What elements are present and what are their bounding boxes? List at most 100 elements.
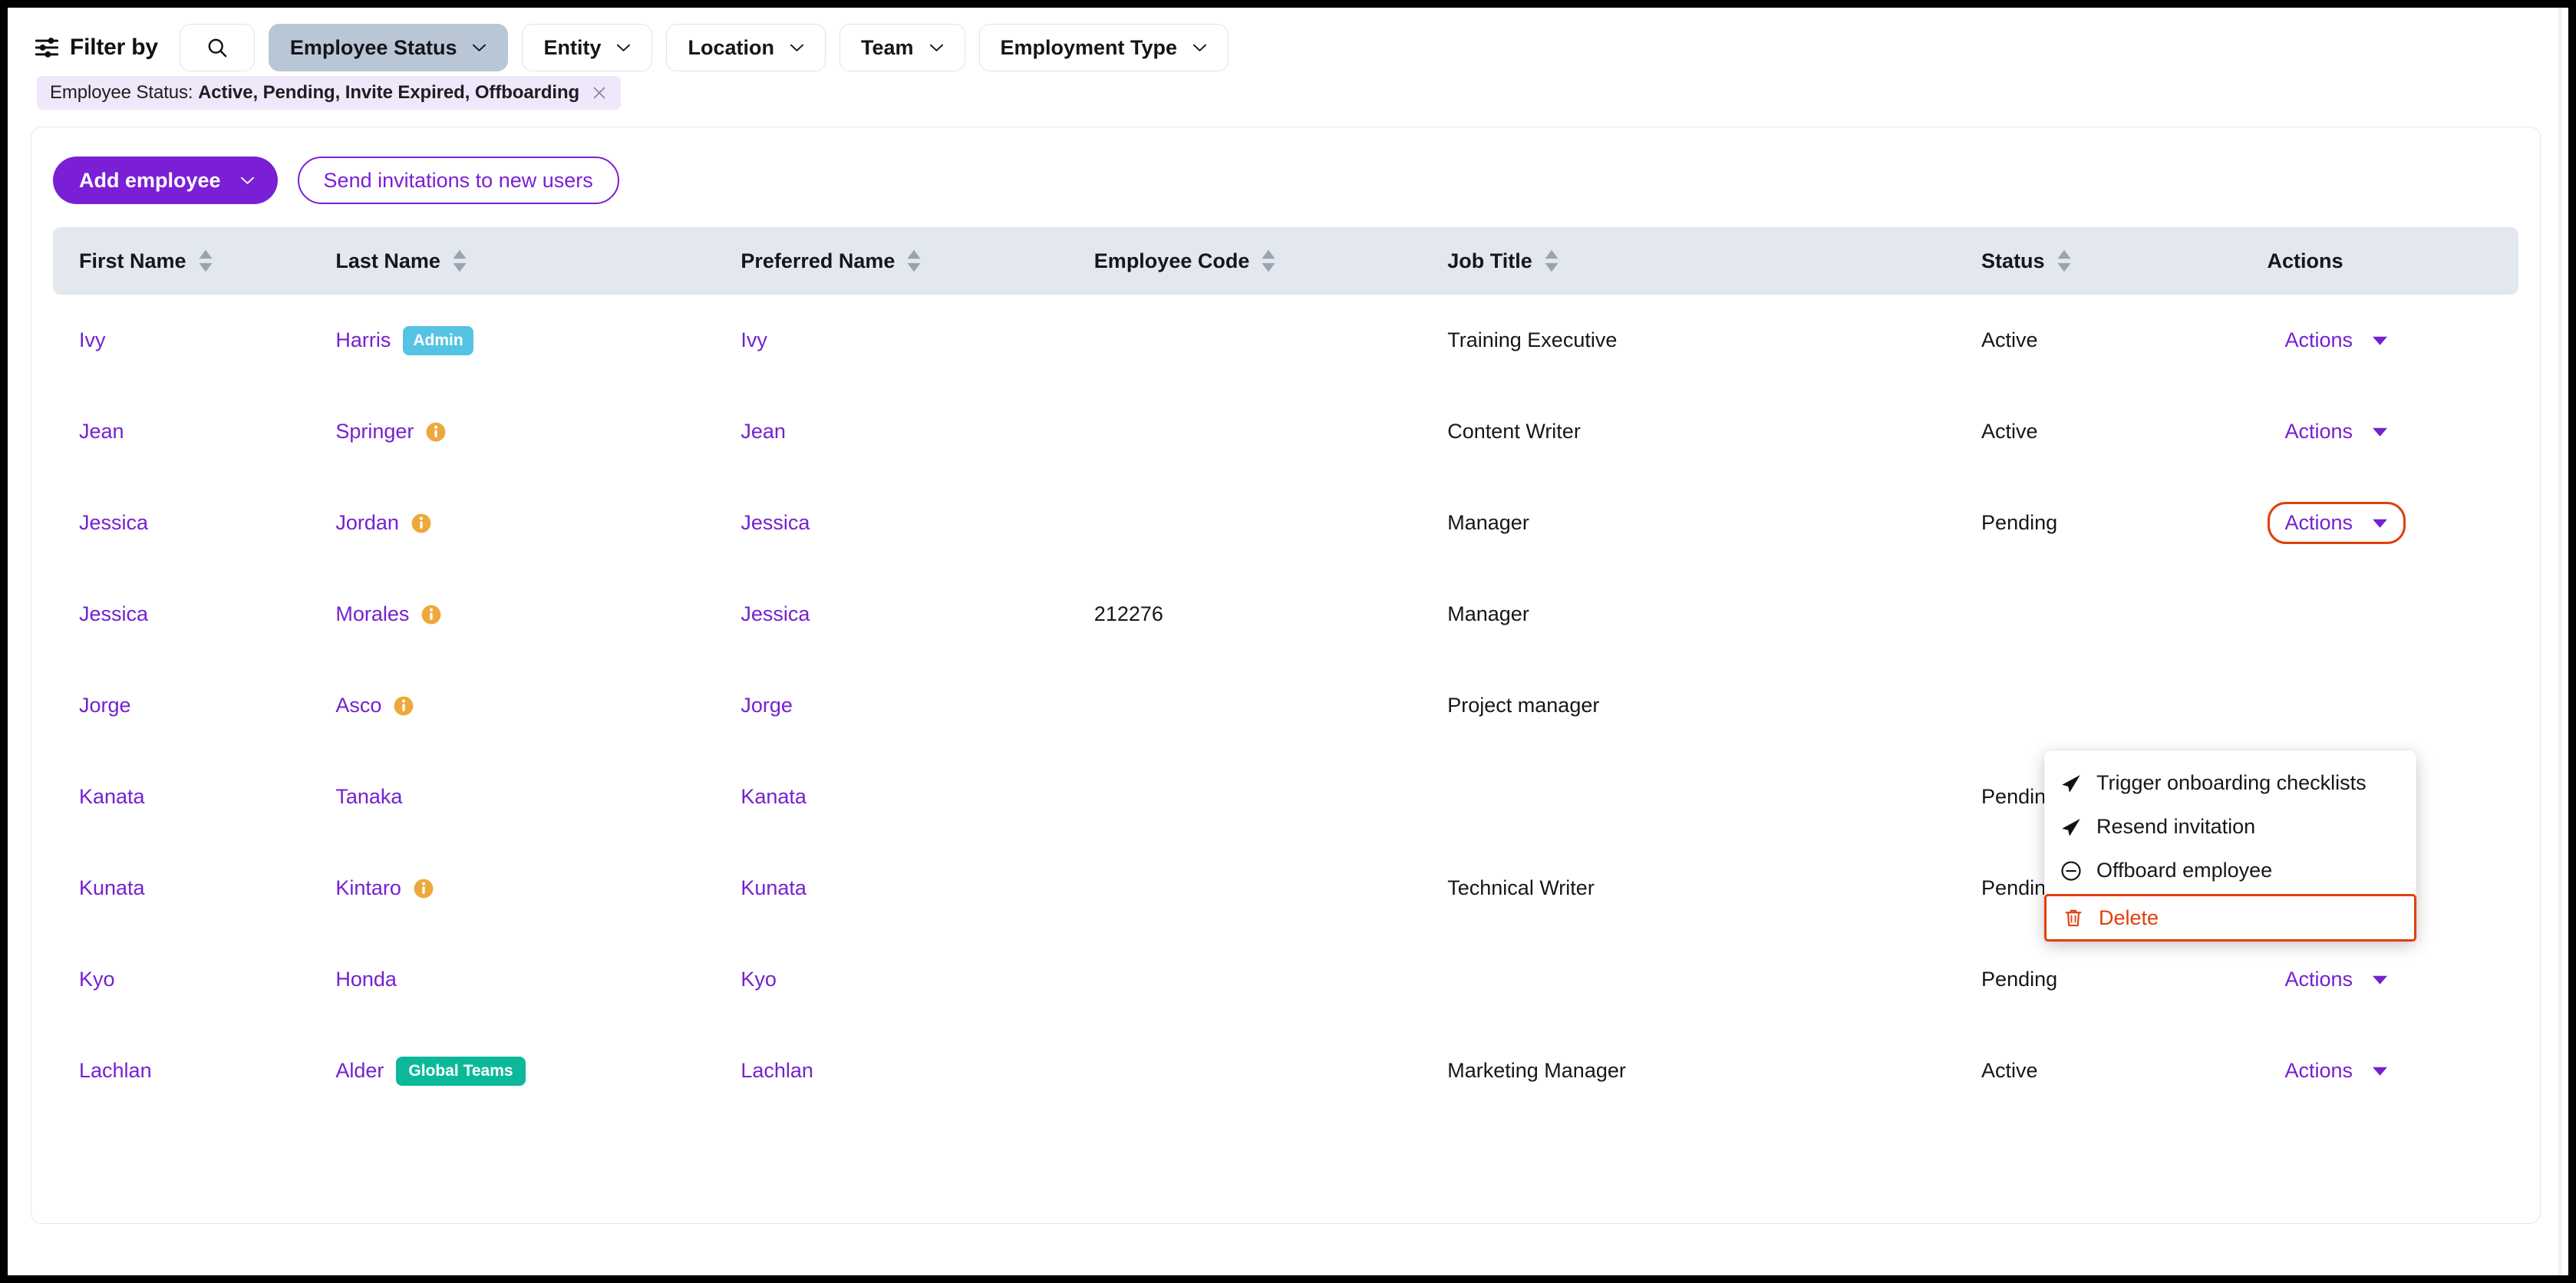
table-body: Ivy Harris Admin Ivy Training Executive Activ… <box>53 295 2518 1116</box>
column-header-first-name[interactable]: First Name <box>53 227 335 295</box>
employee-first-name-link[interactable]: Kanata <box>79 785 145 808</box>
column-label: Last Name <box>335 249 440 272</box>
employee-last-name-link[interactable]: Kintaro <box>335 876 401 899</box>
actions-menu-item-offboard-employee[interactable]: Offboard employee <box>2044 849 2416 892</box>
employee-last-name-link[interactable]: Springer <box>335 420 414 443</box>
employee-last-name-link[interactable]: Morales <box>335 602 410 625</box>
column-label: Status <box>1981 249 2045 272</box>
table-head: First Name Last Name Preferred Name <box>53 227 2518 295</box>
info-icon[interactable] <box>421 605 441 625</box>
circle-minus-icon <box>2060 859 2083 882</box>
row-actions-button[interactable]: Actions <box>2268 1050 2406 1092</box>
info-icon[interactable] <box>414 879 434 899</box>
cell-status <box>1981 569 2267 660</box>
actions-menu-item-label: Offboard employee <box>2096 859 2273 882</box>
filter-employment-type[interactable]: Employment Type <box>978 24 1229 71</box>
sort-icon[interactable] <box>452 249 467 273</box>
employee-last-name-link[interactable]: Asco <box>335 694 382 717</box>
cell-first-name: Jessica <box>53 477 335 569</box>
employee-preferred-name-link[interactable]: Kunata <box>740 876 806 899</box>
info-icon[interactable] <box>394 696 414 716</box>
employee-first-name-link[interactable]: Kunata <box>79 876 145 899</box>
cell-preferred-name: Lachlan <box>740 1025 1093 1116</box>
filter-chip-employee-status[interactable]: Employee Status: Active, Pending, Invite… <box>37 76 622 110</box>
column-header-last-name[interactable]: Last Name <box>335 227 740 295</box>
row-actions-button[interactable]: Actions <box>2268 319 2406 361</box>
filter-team[interactable]: Team <box>839 24 965 71</box>
send-invitations-button[interactable]: Send invitations to new users <box>297 157 619 204</box>
cell-status: Active <box>1981 1025 2267 1116</box>
sort-icon[interactable] <box>2057 249 2072 273</box>
filter-entity-label: Entity <box>543 35 602 59</box>
row-actions-label: Actions <box>2284 1059 2353 1082</box>
info-icon[interactable] <box>426 422 446 442</box>
employee-last-name-link[interactable]: Jordan <box>335 511 399 534</box>
row-actions-label: Actions <box>2284 511 2353 534</box>
employee-preferred-name-link[interactable]: Kanata <box>740 785 806 808</box>
employee-preferred-name-link[interactable]: Kyo <box>740 968 777 991</box>
column-label: Job Title <box>1447 249 1532 272</box>
column-header-employee-code[interactable]: Employee Code <box>1094 227 1447 295</box>
card-toolbar: Add employee Send invitations to new use… <box>31 127 2540 204</box>
employee-preferred-name-link[interactable]: Jorge <box>740 694 793 717</box>
employee-first-name-link[interactable]: Jorge <box>79 694 131 717</box>
employee-last-name-link[interactable]: Honda <box>335 968 397 991</box>
employee-first-name-link[interactable]: Jessica <box>79 511 149 534</box>
sort-icon[interactable] <box>198 249 213 273</box>
table-row: Jean Springer Jean Content Writer Active Acti… <box>53 386 2518 477</box>
employee-last-name-link[interactable]: Tanaka <box>335 785 403 808</box>
employee-first-name-link[interactable]: Jessica <box>79 602 149 625</box>
employee-preferred-name-link[interactable]: Lachlan <box>740 1059 813 1082</box>
filter-by-group: Filter by <box>34 35 158 61</box>
actions-menu-item-resend-invitation[interactable]: Resend invitation <box>2044 805 2416 849</box>
filter-location[interactable]: Location <box>666 24 826 71</box>
employee-first-name-link[interactable]: Kyo <box>79 968 115 991</box>
employee-first-name-link[interactable]: Lachlan <box>79 1059 152 1082</box>
employee-preferred-name-link[interactable]: Jessica <box>740 602 810 625</box>
employee-preferred-name-link[interactable]: Jean <box>740 420 786 443</box>
cell-job-title: Marketing Manager <box>1447 1025 1981 1116</box>
employee-first-name-link[interactable]: Ivy <box>79 328 106 351</box>
add-employee-button[interactable]: Add employee <box>53 157 278 204</box>
info-icon[interactable] <box>411 513 431 533</box>
column-header-status[interactable]: Status <box>1981 227 2267 295</box>
sort-icon[interactable] <box>1261 249 1276 273</box>
filter-employment-type-label: Employment Type <box>1000 35 1178 59</box>
paper-plane-icon <box>2060 772 2083 795</box>
employee-preferred-name-link[interactable]: Jessica <box>740 511 810 534</box>
employee-preferred-name-link[interactable]: Ivy <box>740 328 767 351</box>
column-label: First Name <box>79 249 186 272</box>
app-screen: Filter by Employee Status Entity Locat <box>8 8 2568 1275</box>
filter-entity[interactable]: Entity <box>522 24 653 71</box>
filter-employee-status[interactable]: Employee Status <box>268 24 509 71</box>
table-header-row: First Name Last Name Preferred Name <box>53 227 2518 295</box>
cell-last-name: Tanaka <box>335 751 740 843</box>
row-actions-button[interactable]: Actions <box>2267 502 2406 544</box>
page-scrollbar[interactable] <box>2558 8 2562 1275</box>
table-row: Ivy Harris Admin Ivy Training Executive Activ… <box>53 295 2518 386</box>
actions-menu-item-delete[interactable]: Delete <box>2044 894 2416 942</box>
row-actions-button[interactable]: Actions <box>2268 958 2406 1001</box>
sliders-icon <box>34 36 60 59</box>
employee-last-name-link[interactable]: Alder <box>335 1059 384 1082</box>
employee-first-name-link[interactable]: Jean <box>79 420 124 443</box>
employee-last-name-link[interactable]: Harris <box>335 328 391 351</box>
cell-first-name: Kunata <box>53 843 335 934</box>
actions-menu-item-trigger-onboarding-checklists[interactable]: Trigger onboarding checklists <box>2044 761 2416 805</box>
sort-icon[interactable] <box>906 249 922 273</box>
row-actions-label: Actions <box>2284 968 2353 991</box>
filter-employee-status-label: Employee Status <box>289 35 457 59</box>
cell-status: Pending <box>1981 934 2267 1025</box>
column-header-preferred-name[interactable]: Preferred Name <box>740 227 1093 295</box>
actions-dropdown-menu: Trigger onboarding checklists Resend invi… <box>2044 750 2416 942</box>
close-icon[interactable] <box>592 85 607 101</box>
table-row: Jessica Morales Jessica 212276 Manager <box>53 569 2518 660</box>
cell-actions: Actions <box>2268 386 2519 477</box>
cell-status: Active <box>1981 386 2267 477</box>
row-actions-button[interactable]: Actions <box>2268 411 2406 453</box>
sort-icon[interactable] <box>1544 249 1559 273</box>
cell-first-name: Jorge <box>53 660 335 751</box>
column-header-job-title[interactable]: Job Title <box>1447 227 1981 295</box>
job-title-value: Training Executive <box>1447 328 1618 351</box>
search-button[interactable] <box>179 24 255 71</box>
